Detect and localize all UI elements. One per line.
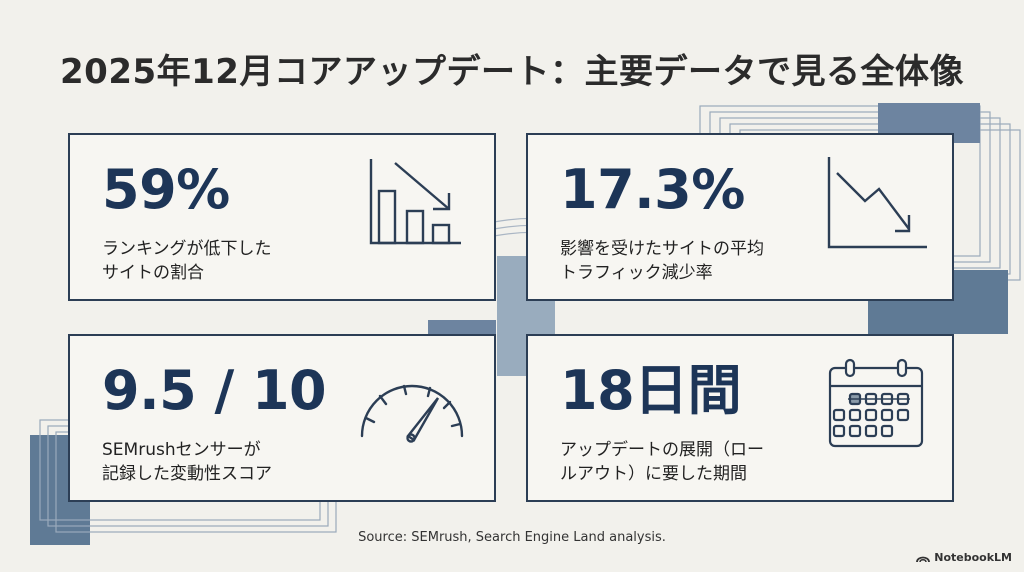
stat-label: 影響を受けたサイトの平均 トラフィック減少率 bbox=[560, 239, 764, 283]
bar-chart-down-icon bbox=[369, 159, 461, 245]
stat-label: アップデートの展開（ロー ルアウト）に要した期間 bbox=[560, 440, 764, 484]
stat-label: SEMrushセンサーが 記録した変動性スコア bbox=[102, 440, 272, 484]
line-chart-down-icon bbox=[827, 157, 927, 249]
brand-badge: NotebookLM bbox=[916, 551, 1012, 564]
page-title: 2025年12月コアアップデート：主要データで見る全体像 bbox=[60, 52, 964, 92]
stat-card-rollout-duration: 18日間 アップデートの展開（ロー ルアウト）に要した期間 bbox=[526, 334, 954, 502]
stat-value: 59% bbox=[102, 158, 230, 221]
stat-value: 9.5 / 10 bbox=[102, 359, 327, 422]
stat-card-volatility: 9.5 / 10 SEMrushセンサーが 記録した変動性スコア bbox=[68, 334, 496, 502]
stat-label: ランキングが低下した サイトの割合 bbox=[102, 239, 272, 283]
source-note: Source: SEMrush, Search Engine Land anal… bbox=[358, 530, 666, 545]
stat-card-ranking-drop: 59% ランキングが低下した サイトの割合 bbox=[68, 133, 496, 301]
notebooklm-logo-icon bbox=[916, 556, 931, 562]
calendar-icon bbox=[828, 358, 924, 448]
brand-label: NotebookLM bbox=[934, 551, 1012, 564]
stat-value: 18日間 bbox=[560, 359, 742, 422]
stat-value: 17.3% bbox=[560, 158, 745, 221]
speedometer-icon bbox=[360, 384, 464, 443]
stat-card-traffic-decline: 17.3% 影響を受けたサイトの平均 トラフィック減少率 bbox=[526, 133, 954, 301]
